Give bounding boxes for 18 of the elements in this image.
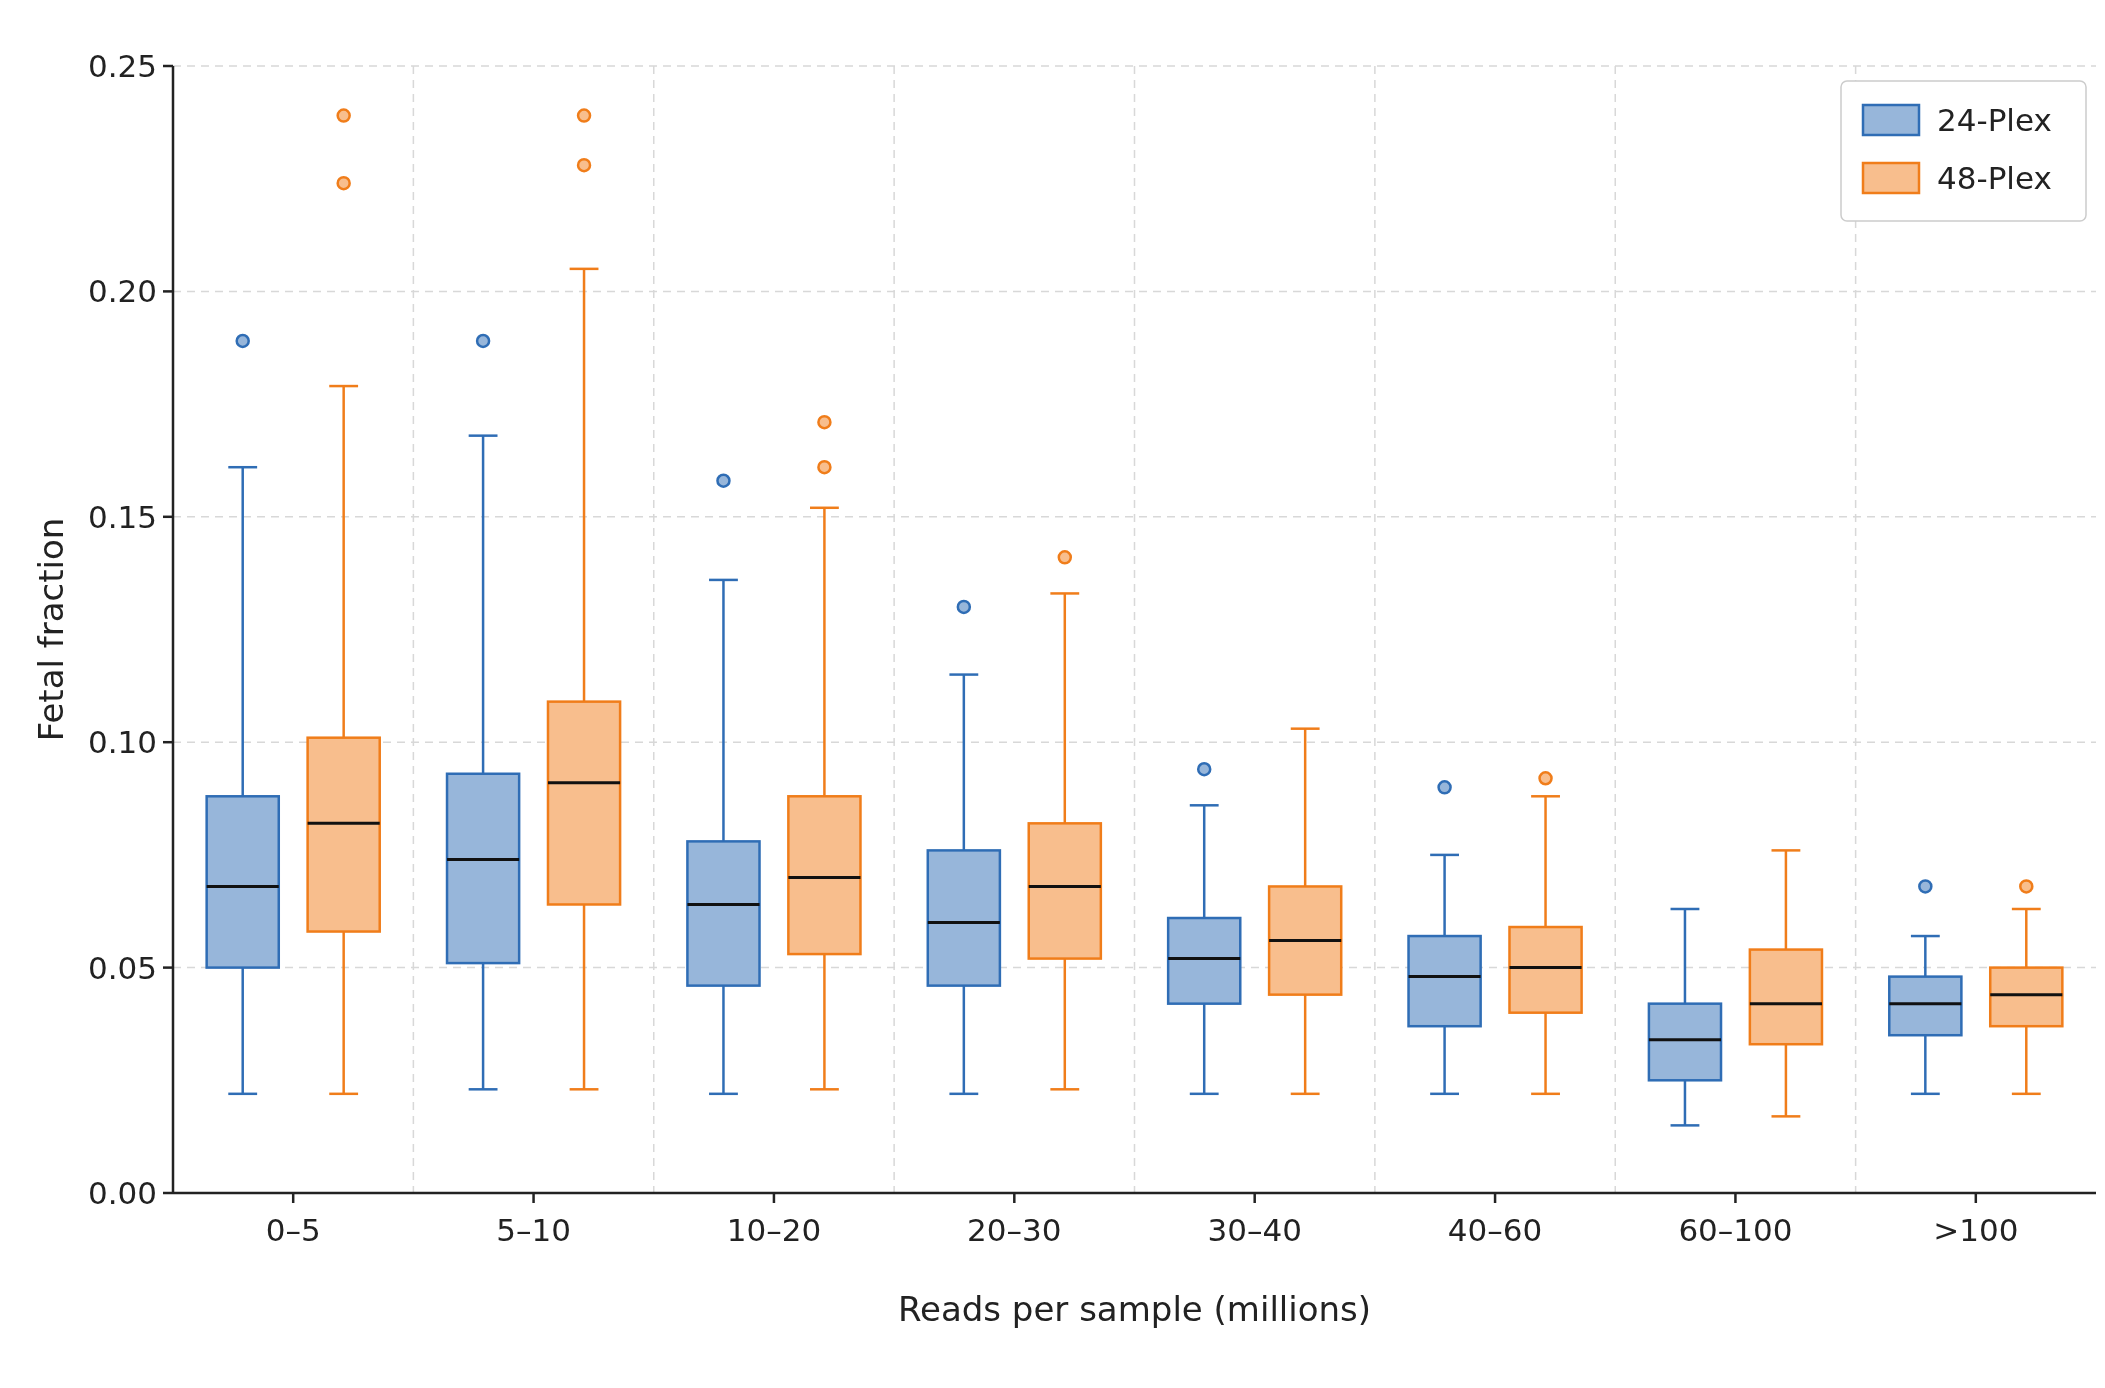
x-tick-label: >100 [1933,1212,2019,1248]
legend-label: 48-Plex [1937,160,2052,196]
y-tick-label: 0.15 [87,498,157,535]
x-tick-label: 30–40 [1207,1212,1302,1248]
legend-label: 24-Plex [1937,102,2052,138]
y-tick-label: 0.20 [87,273,157,310]
x-tick-label: 20–30 [967,1212,1062,1248]
y-axis-title: Fetal fraction [31,517,71,742]
x-tick-label: 40–60 [1447,1212,1543,1248]
x-axis-title: Reads per sample (millions) [897,1289,1372,1329]
y-tick-label: 0.10 [87,724,157,761]
y-tick-label: 0.00 [87,1175,157,1211]
x-tick-label: 10–20 [726,1212,822,1248]
y-tick-label: 0.05 [87,949,157,986]
x-tick-label: 60–100 [1678,1212,1793,1248]
y-tick-label: 0.25 [87,48,157,84]
x-tick-label: 5–10 [496,1212,571,1248]
x-tick-label: 0–5 [265,1212,321,1248]
